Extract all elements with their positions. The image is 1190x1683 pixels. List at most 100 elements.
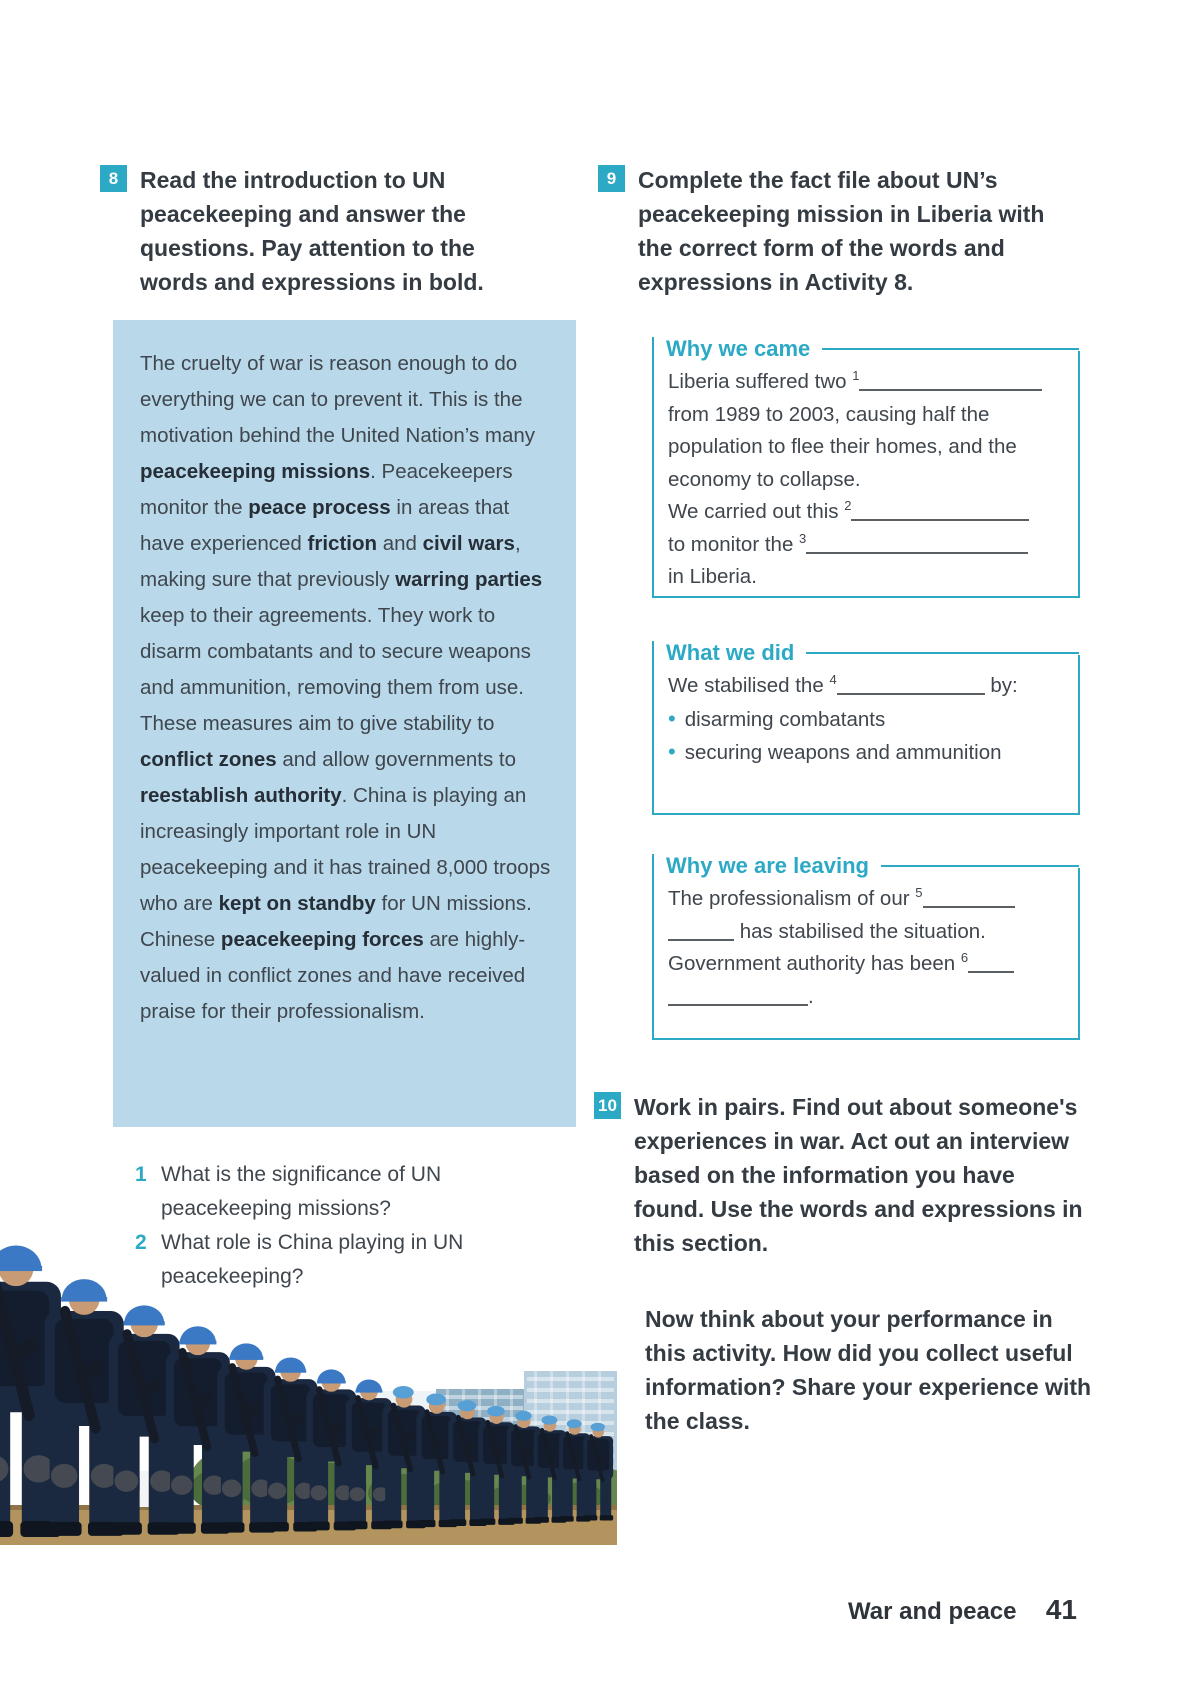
activity-8-number: 8: [108, 168, 119, 188]
reading-bold-term: peacekeeping forces: [220, 928, 424, 951]
gap-number: 2: [844, 498, 852, 514]
fact-file-text: .: [808, 984, 814, 1008]
bullet-icon: •: [668, 705, 676, 731]
fact-file-line: has stabilised the situation.: [668, 916, 1066, 949]
fact-file-text: disarming combatants: [684, 707, 886, 731]
reading-text-run: and: [377, 532, 423, 555]
footer-page-number: 41: [1045, 1594, 1077, 1625]
answer-blank[interactable]: [806, 538, 1029, 554]
fact-file-box-rule: [822, 347, 1079, 351]
reading-passage-box: The cruelty of war is reason enough to d…: [113, 320, 576, 1127]
fact-file-box-rule: [880, 864, 1079, 868]
reading-text-run: keep to their agreements. They work to d…: [140, 604, 531, 735]
fact-file-text: to monitor the: [668, 532, 800, 556]
activity-8: 8 Read the introduction to UN peacekeepi…: [100, 163, 555, 299]
fact-file-line: • disarming combatants: [668, 703, 1066, 737]
question-number: 2: [135, 1231, 147, 1254]
fact-file-box-header: Why we came: [666, 336, 1079, 362]
fact-file-line: The professionalism of our 5: [668, 883, 1066, 916]
reading-bold-term: peacekeeping missions: [140, 460, 371, 483]
fact-file-line: Government authority has been 6: [668, 948, 1066, 981]
fact-file-line: We carried out this 2: [668, 496, 1066, 529]
fact-file-box-header: What we did: [666, 640, 1079, 666]
fact-file-text: has stabilised the situation.: [734, 919, 986, 943]
fact-file-text: population to flee their homes, and the: [668, 435, 1017, 458]
question-item: 1 What is the significance of UN peacekee…: [135, 1158, 463, 1226]
activity-10-number: 10: [598, 1095, 617, 1115]
answer-blank[interactable]: [668, 990, 808, 1006]
fact-file-line: Liberia suffered two 1: [668, 366, 1066, 399]
reading-bold-term: reestablish authority: [140, 784, 342, 807]
fact-file-box-header: Why we are leaving: [666, 853, 1079, 879]
reading-text-run: The cruelty of war is reason enough to d…: [140, 352, 536, 447]
reading-bold-term: warring parties: [395, 568, 543, 591]
fact-file-box-title: Why we came: [666, 336, 811, 361]
answer-blank[interactable]: [968, 957, 1015, 973]
activity-10-badge: 10: [594, 1092, 621, 1119]
reading-bold-term: kept on standby: [218, 892, 376, 915]
gap-number: 3: [799, 530, 807, 546]
fact-file-line: economy to collapse.: [668, 464, 1066, 497]
fact-file-text: The professionalism of our: [668, 887, 916, 910]
fact-file-line: • securing weapons and ammunition: [668, 736, 1066, 770]
question-list: 1 What is the significance of UN peacekee…: [135, 1158, 463, 1294]
reading-text-run: . Peacekeepers monitor the: [140, 460, 513, 519]
question-number: 1: [135, 1163, 147, 1186]
fact-file-text: Government authority has been: [668, 952, 961, 975]
activity-9: 9 Complete the fact file about UN’s peac…: [598, 163, 1068, 299]
reading-text-run: and allow governments to: [276, 748, 516, 771]
bullet-icon: •: [668, 739, 676, 764]
gap-number: 1: [852, 368, 860, 384]
page-footer: War and peace 41: [848, 1594, 1077, 1626]
reading-bold-term: peace process: [248, 496, 391, 519]
fact-file-box: Why we are leaving The professionalism of…: [651, 853, 1080, 1040]
answer-blank[interactable]: [836, 679, 985, 695]
reading-text-run: in areas that have experienced: [140, 496, 510, 555]
peacekeepers-photo-art: [0, 1245, 617, 1545]
fact-file-line: .: [668, 981, 1066, 1014]
activity-9-instruction: Complete the fact file about UN’s peacek…: [638, 167, 1045, 295]
fact-file-line: population to flee their homes, and the: [668, 431, 1066, 464]
reading-text-run: for UN missions. Chinese: [140, 892, 532, 951]
fact-file-text: by:: [984, 674, 1018, 697]
answer-blank[interactable]: [859, 375, 1043, 391]
reading-text-run: are highly-valued in conflict zones and …: [140, 928, 526, 1023]
peacekeepers-photo: [0, 1223, 617, 1545]
fact-file-box: Why we came Liberia suffered two 1 from 19…: [651, 336, 1080, 598]
reading-bold-term: civil wars: [422, 532, 515, 555]
answer-blank[interactable]: [668, 925, 734, 941]
answer-blank[interactable]: [922, 892, 1015, 908]
fact-file-text: economy to collapse.: [668, 467, 861, 491]
fact-file-text: We carried out this: [668, 500, 845, 523]
activity-9-badge: 9: [598, 165, 625, 192]
activity-8-instruction: Read the introduction to UN peacekeeping…: [140, 167, 484, 295]
reflection-note: Now think about your performance in this…: [645, 1306, 1092, 1434]
fact-file-box: What we did We stabilised the 4 by: • disar…: [651, 640, 1080, 815]
reading-bold-term: conflict zones: [140, 748, 277, 771]
activity-10: 10 Work in pairs. Find out about someone…: [594, 1090, 1094, 1260]
answer-blank[interactable]: [851, 505, 1030, 521]
activity-10-instruction: Work in pairs. Find out about someone's …: [634, 1094, 1083, 1256]
fact-file-box-rule: [806, 651, 1079, 655]
fact-file-text: in Liberia.: [668, 565, 757, 588]
fact-file-text: securing weapons and ammunition: [684, 741, 1002, 764]
fact-file-text: from 1989 to 2003, causing half the: [668, 402, 990, 426]
fact-file-box-title: Why we are leaving: [666, 853, 869, 878]
fact-file-line: We stabilised the 4 by:: [668, 670, 1066, 703]
fact-file-line: in Liberia.: [668, 561, 1066, 594]
footer-section-title: War and peace: [848, 1598, 1017, 1625]
gap-number: 4: [829, 672, 837, 688]
activity-9-number: 9: [606, 168, 617, 188]
question-item: 2 What role is China playing in UN peacek…: [135, 1226, 463, 1294]
fact-file-text: Liberia suffered two: [668, 370, 853, 393]
reading-passage-text: The cruelty of war is reason enough to d…: [140, 346, 552, 1030]
fact-file-text: We stabilised the: [668, 674, 830, 697]
activity-8-badge: 8: [100, 165, 127, 192]
fact-file-box-title: What we did: [666, 640, 795, 665]
fact-file-line: from 1989 to 2003, causing half the: [668, 399, 1066, 432]
fact-file-line: to monitor the 3: [668, 529, 1066, 562]
gap-number: 6: [960, 950, 969, 966]
gap-number: 5: [915, 885, 923, 901]
reading-text-run: . China is playing an increasingly impor…: [140, 784, 551, 915]
